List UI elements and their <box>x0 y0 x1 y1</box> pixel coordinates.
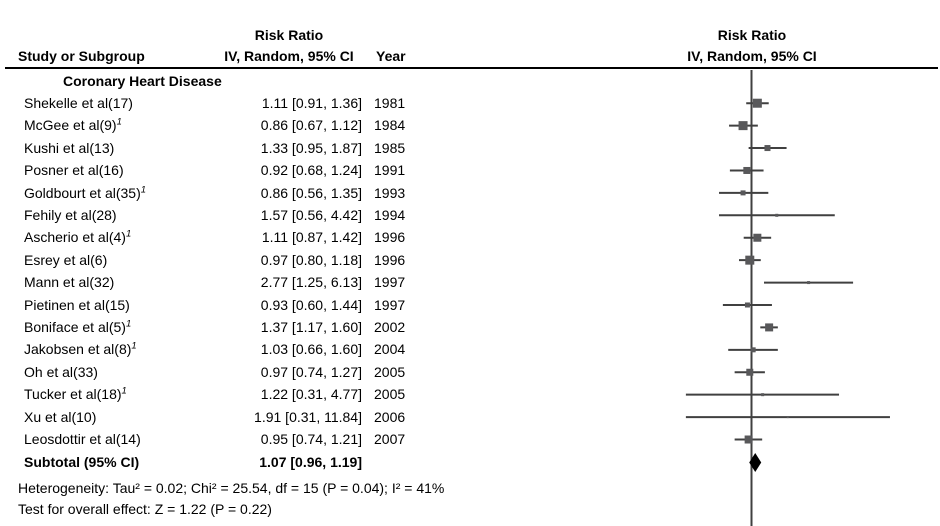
study-name: Xu et al(10) <box>24 408 97 425</box>
study-name: Ascherio et al(4)1 <box>24 228 132 246</box>
study-footnote-marker: 1 <box>116 116 122 128</box>
study-row: Mann et al(32) 2.77 [1.25, 6.13] 1997 <box>0 271 940 293</box>
study-year: 2004 <box>374 341 406 358</box>
study-row: Ascherio et al(4)1 1.11 [0.87, 1.42] 199… <box>0 226 940 248</box>
study-row: Oh et al(33) 0.97 [0.74, 1.27] 2005 <box>0 361 940 383</box>
study-name: Tucker et al(18)1 <box>24 385 127 403</box>
subtotal-label: Subtotal (95% CI) <box>24 453 140 470</box>
subgroup-label: Coronary Heart Disease <box>63 73 222 89</box>
study-footnote-marker: 1 <box>125 228 132 240</box>
study-year: 1996 <box>374 251 406 268</box>
study-estimate: 1.11 [0.91, 1.36] <box>261 95 362 111</box>
subtotal-estimate: 1.07 [0.96, 1.19] <box>259 453 362 470</box>
table-study-header: Study or Subgroup <box>18 48 145 64</box>
heterogeneity-text: Heterogeneity: Tau² = 0.02; Chi² = 25.54… <box>18 480 445 496</box>
study-row: Posner et al(16) 0.92 [0.68, 1.24] 1991 <box>0 159 940 181</box>
study-estimate: 1.91 [0.31, 11.84] <box>254 408 362 425</box>
study-estimate: 2.77 [1.25, 6.13] <box>260 274 362 291</box>
table-effect-header-line2: IV, Random, 95% CI <box>224 48 354 64</box>
header-separator-rule <box>5 67 938 69</box>
study-year: 1993 <box>374 184 406 201</box>
study-estimate: 0.86 [0.56, 1.35] <box>260 184 362 201</box>
study-name: Pietinen et al(15) <box>24 296 130 313</box>
study-row: Esrey et al(6) 0.97 [0.80, 1.18] 1996 <box>0 249 940 271</box>
study-row: Pietinen et al(15) 0.93 [0.60, 1.44] 199… <box>0 294 940 316</box>
plot-effect-header-line2: IV, Random, 95% CI <box>687 48 817 64</box>
study-row: Boniface et al(5)1 1.37 [1.17, 1.60] 200… <box>0 316 940 338</box>
subtotal-row: Subtotal (95% CI) 1.07 [0.96, 1.19] <box>0 451 940 473</box>
study-estimate: 1.33 [0.95, 1.87] <box>260 139 362 156</box>
study-estimate: 1.57 [0.56, 4.42] <box>260 207 362 224</box>
study-name: Shekelle et al(17) <box>24 95 133 111</box>
study-year: 1997 <box>374 274 406 291</box>
study-name: Boniface et al(5)1 <box>24 318 132 336</box>
study-year: 1991 <box>374 162 406 179</box>
study-year: 1981 <box>374 95 406 111</box>
study-year: 2002 <box>374 319 406 336</box>
study-footnote-marker: 1 <box>140 183 147 195</box>
study-estimate: 1.37 [1.17, 1.60] <box>260 319 362 336</box>
study-name: McGee et al(9)1 <box>24 116 122 134</box>
study-name: Posner et al(16) <box>24 162 124 179</box>
study-row: Shekelle et al(17) 1.11 [0.91, 1.36] 198… <box>0 92 940 114</box>
study-name: Goldbourt et al(35)1 <box>24 183 147 201</box>
table-year-header: Year <box>376 48 406 64</box>
study-estimate: 1.22 [0.31, 4.77] <box>260 386 362 403</box>
study-year: 2007 <box>374 431 406 448</box>
study-estimate: 0.97 [0.80, 1.18] <box>260 251 362 268</box>
study-row: McGee et al(9)1 0.86 [0.67, 1.12] 1984 <box>0 114 940 136</box>
study-name: Fehily et al(28) <box>24 207 117 224</box>
subgroup-header-row: Coronary Heart Disease <box>0 70 940 92</box>
study-row: Goldbourt et al(35)1 0.86 [0.56, 1.35] 1… <box>0 182 940 204</box>
study-name: Mann et al(32) <box>24 274 115 291</box>
study-estimate: 0.93 [0.60, 1.44] <box>260 296 362 313</box>
study-row: Kushi et al(13) 1.33 [0.95, 1.87] 1985 <box>0 137 940 159</box>
study-row: Jakobsen et al(8)1 1.03 [0.66, 1.60] 200… <box>0 338 940 360</box>
study-name: Oh et al(33) <box>24 363 98 380</box>
study-name: Leosdottir et al(14) <box>24 431 141 448</box>
study-year: 1997 <box>374 296 406 313</box>
study-year: 2005 <box>374 363 406 380</box>
study-table: Coronary Heart Disease Shekelle et al(17… <box>0 70 940 473</box>
study-estimate: 0.97 [0.74, 1.27] <box>260 363 362 380</box>
study-year: 2006 <box>374 408 406 425</box>
study-estimate: 0.92 [0.68, 1.24] <box>260 162 362 179</box>
study-row: Tucker et al(18)1 1.22 [0.31, 4.77] 2005 <box>0 383 940 405</box>
study-row: Xu et al(10) 1.91 [0.31, 11.84] 2006 <box>0 406 940 428</box>
study-estimate: 0.86 [0.67, 1.12] <box>260 117 362 134</box>
study-year: 1985 <box>374 139 406 156</box>
study-footnote-marker: 1 <box>131 340 137 352</box>
study-year: 1984 <box>374 117 406 134</box>
study-row: Fehily et al(28) 1.57 [0.56, 4.42] 1994 <box>0 204 940 226</box>
study-year: 1996 <box>374 229 406 246</box>
study-row: Leosdottir et al(14) 0.95 [0.74, 1.21] 2… <box>0 428 940 450</box>
overall-effect-text: Test for overall effect: Z = 1.22 (P = 0… <box>18 501 272 517</box>
study-name: Jakobsen et al(8)1 <box>24 340 137 358</box>
study-year: 2005 <box>374 386 406 403</box>
study-name: Kushi et al(13) <box>24 139 115 156</box>
study-estimate: 0.95 [0.74, 1.21] <box>260 431 362 448</box>
table-effect-header-line1: Risk Ratio <box>254 27 324 43</box>
plot-effect-header-line1: Risk Ratio <box>717 27 787 43</box>
study-estimate: 1.11 [0.87, 1.42] <box>261 229 362 246</box>
study-name: Esrey et al(6) <box>24 251 108 268</box>
study-footnote-marker: 1 <box>125 318 132 330</box>
study-year: 1994 <box>374 207 406 224</box>
study-footnote-marker: 1 <box>121 385 127 397</box>
study-estimate: 1.03 [0.66, 1.60] <box>260 341 362 358</box>
